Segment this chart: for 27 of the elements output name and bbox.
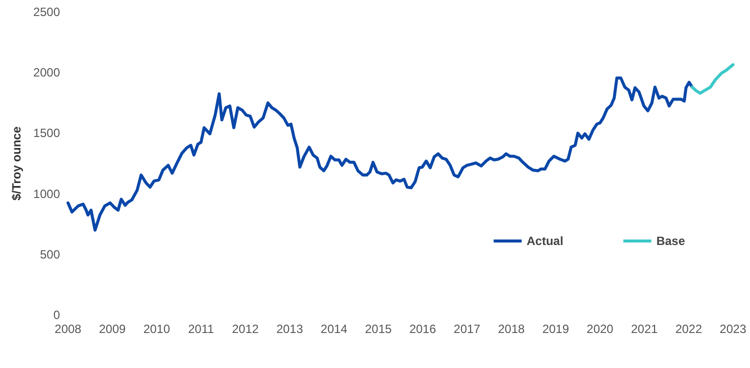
line-series — [690, 63, 734, 95]
legend-label: Base — [656, 234, 686, 248]
x-tick-label: 2011 — [188, 322, 214, 336]
x-tick-label: 2016 — [409, 322, 436, 336]
x-tick-label: 2017 — [454, 322, 481, 336]
legend-label: Actual — [526, 234, 564, 248]
x-tick-label: 2018 — [498, 322, 526, 336]
x-tick-label: 2022 — [675, 322, 702, 336]
x-tick-label: 2021 — [630, 322, 658, 336]
line-series — [66, 76, 694, 232]
x-tick-label: 2019 — [542, 322, 570, 336]
y-tick-label: 500 — [40, 247, 60, 262]
x-tick-label: 2010 — [143, 322, 170, 336]
y-tick-label: 1500 — [33, 126, 60, 140]
x-tick-label: 2008 — [54, 322, 82, 336]
x-tick-label: 2009 — [98, 322, 126, 336]
x-tick-label: 2013 — [276, 322, 304, 336]
y-tick-label: 0 — [53, 308, 60, 322]
x-tick-label: 2012 — [232, 322, 260, 336]
x-tick-label: 2015 — [364, 322, 392, 336]
x-tick-label: 2023 — [720, 322, 747, 336]
y-axis-title: $/Troy ounce — [9, 126, 24, 201]
x-tick-label: 2014 — [320, 322, 348, 336]
y-tick-label: 2500 — [33, 5, 60, 19]
x-tick-label: 2020 — [586, 322, 614, 336]
y-tick-label: 1000 — [33, 186, 60, 201]
y-tick-label: 2000 — [33, 66, 60, 80]
